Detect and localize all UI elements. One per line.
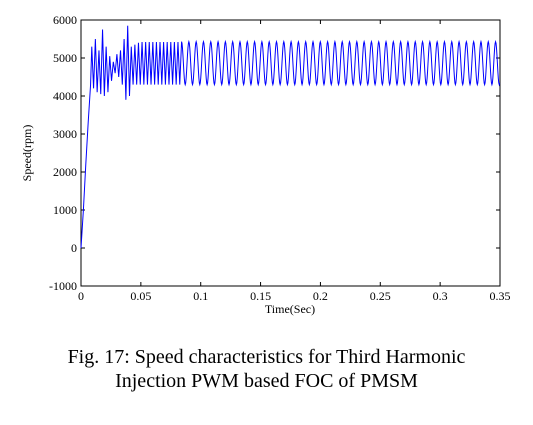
y-tick-label: 5000 bbox=[53, 51, 77, 65]
caption-line-1: Fig. 17: Speed characteristics for Third… bbox=[67, 346, 466, 368]
plot-area bbox=[80, 19, 501, 287]
y-tick-label: 6000 bbox=[53, 13, 77, 27]
x-tick-label: 0.2 bbox=[313, 289, 328, 303]
x-tick-label: 0.25 bbox=[370, 289, 391, 303]
x-tick-label: 0 bbox=[78, 289, 84, 303]
x-tick-label: 0.3 bbox=[433, 289, 448, 303]
y-axis: -1000 0 1000 2000 3000 4000 5000 6000 bbox=[49, 13, 500, 293]
x-tick-label: 0.35 bbox=[490, 289, 511, 303]
x-axis: 0 0.05 0.1 0.15 0.2 0.25 0.3 0.35 bbox=[78, 20, 511, 303]
y-tick-label: 3000 bbox=[53, 127, 77, 141]
speed-series-line bbox=[80, 25, 501, 249]
y-axis-label: Speed(rpm) bbox=[20, 125, 34, 182]
y-tick-label: 1000 bbox=[53, 203, 77, 217]
x-tick-label: 0.15 bbox=[250, 289, 271, 303]
x-axis-label: Time(Sec) bbox=[265, 302, 315, 316]
caption-line-2: Injection PWM based FOC of PMSM bbox=[115, 370, 418, 392]
y-tick-label: 4000 bbox=[53, 89, 77, 103]
y-tick-label: 2000 bbox=[53, 165, 77, 179]
x-tick-label: 0.05 bbox=[130, 289, 151, 303]
figure-caption: Fig. 17: Speed characteristics for Third… bbox=[0, 345, 533, 393]
y-tick-label: 0 bbox=[71, 241, 77, 255]
y-tick-label: -1000 bbox=[49, 279, 77, 293]
x-tick-label: 0.1 bbox=[193, 289, 208, 303]
